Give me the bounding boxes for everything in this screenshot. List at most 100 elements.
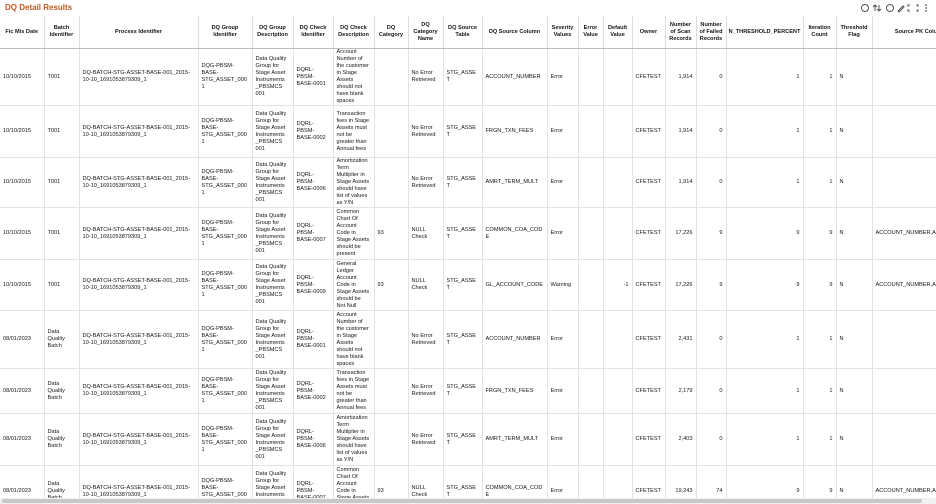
table-cell: Data Quality Group for Stage Asset Instr… — [252, 105, 294, 158]
column-header[interactable]: DQ Source Table — [443, 16, 483, 49]
table-cell: 9 — [696, 259, 727, 311]
table-cell: 9 — [696, 207, 727, 260]
table-cell: DQ-BATCH-STG-ASSET-BASE-001_2015-10-10_1… — [79, 105, 199, 158]
column-header[interactable]: Default Value — [603, 16, 633, 49]
table-cell: 0 — [696, 157, 727, 208]
table-cell — [578, 259, 604, 311]
table-cell: DQG-PBSM-BASE-STG_ASSET_0001 — [198, 259, 253, 311]
table-cell: 9 — [803, 207, 837, 260]
table-cell: DQRL-PBSM-BASE-0002 — [293, 105, 334, 158]
table-cell: DQ-BATCH-STG-ASSET-BASE-001_2015-10-10_1… — [79, 310, 199, 369]
table-cell: 1 — [726, 413, 804, 466]
table-cell: 17,226 — [665, 207, 697, 260]
table-cell: 0 — [696, 413, 727, 466]
table-cell: 1 — [803, 157, 837, 208]
table-cell: T001 — [44, 157, 80, 208]
table-cell — [872, 157, 936, 208]
table-cell — [578, 368, 604, 414]
table-cell: STG_ASSET — [443, 368, 483, 414]
table-row[interactable]: 10/10/2015 T001 DQ-BATCH-STG-ASSET-BASE-00… — [0, 207, 936, 260]
table-cell: Error — [547, 413, 579, 466]
table-cell: No Error Retrieved — [408, 105, 444, 158]
column-header[interactable]: DQ Group Description — [252, 16, 294, 49]
table-cell: CFETEST — [632, 413, 666, 466]
table-row[interactable]: 10/10/2015 T001 DQ-BATCH-STG-ASSET-BASE-00… — [0, 48, 936, 106]
table-cell: DQRL-PBSM-BASE-0006 — [293, 413, 334, 466]
table-cell: Data Quality Group for Stage Asset Instr… — [252, 207, 294, 260]
expand-icon[interactable] — [907, 4, 919, 12]
column-header[interactable]: Number of Scan Records — [665, 16, 697, 49]
table-cell — [578, 310, 604, 369]
table-cell: Data Quality Group for Stage Asset Instr… — [252, 368, 294, 414]
table-cell: Error — [547, 207, 579, 260]
table-cell — [603, 465, 633, 498]
table-row[interactable]: 08/01/2023 Data Quality Batch DQ-BATCH-STG… — [0, 465, 936, 498]
table-cell: 0 — [696, 368, 727, 414]
table-cell: Error — [547, 368, 579, 414]
table-cell: 19,243 — [665, 465, 697, 498]
column-header[interactable]: Number of Failed Records — [696, 16, 727, 49]
column-header[interactable]: Process Identifier — [79, 16, 199, 49]
table-cell: No Error Retrieved — [408, 368, 444, 414]
table-cell: DQRL-PBSM-BASE-0001 — [293, 310, 334, 369]
table-cell — [578, 48, 604, 106]
table-cell: DQRL-PBSM-BASE-0002 — [293, 368, 334, 414]
table-cell — [374, 368, 409, 414]
scroll-thumb[interactable] — [2, 499, 922, 503]
table-cell — [872, 48, 936, 106]
table-cell: STG_ASSET — [443, 259, 483, 311]
table-row[interactable]: 10/10/2015 T001 DQ-BATCH-STG-ASSET-BASE-00… — [0, 157, 936, 208]
globe-icon[interactable] — [886, 4, 894, 12]
column-header[interactable]: DQ Check Description — [333, 16, 375, 49]
column-header[interactable]: Threshold Flag — [836, 16, 873, 49]
column-header[interactable]: DQ Category Name — [408, 16, 444, 49]
column-header[interactable]: Owner — [632, 16, 666, 49]
table-cell — [374, 48, 409, 106]
column-header[interactable]: N_THRESHOLD_PERCENT — [726, 16, 804, 49]
table-row[interactable]: 08/01/2023 Data Quality Batch DQ-BATCH-STG… — [0, 310, 936, 369]
column-header[interactable]: Source PK Colu — [872, 16, 936, 49]
table-cell: Error — [547, 105, 579, 158]
column-header[interactable]: Error Value — [578, 16, 604, 49]
table-cell: 9 — [726, 207, 804, 260]
table-cell: ACCOUNT_NUMBER — [482, 310, 548, 369]
table-row[interactable]: 10/10/2015 T001 DQ-BATCH-STG-ASSET-BASE-00… — [0, 259, 936, 311]
column-header[interactable]: DQ Check Identifier — [293, 16, 334, 49]
column-header[interactable]: DQ Group Identifier — [198, 16, 253, 49]
table-cell: DQ-BATCH-STG-ASSET-BASE-001_2015-10-10_1… — [79, 465, 199, 498]
table-cell: Error — [547, 48, 579, 106]
table-cell: N — [836, 105, 873, 158]
table-cell: 1 — [726, 368, 804, 414]
column-header[interactable]: DQ Source Column — [482, 16, 548, 49]
column-header[interactable]: Severity Values — [547, 16, 579, 49]
table-row[interactable]: 08/01/2023 Data Quality Batch DQ-BATCH-STG… — [0, 368, 936, 414]
table-cell: NULL Check — [408, 207, 444, 260]
table-cell: 2,403 — [665, 413, 697, 466]
table-cell: 1 — [726, 48, 804, 106]
table-cell: 1,914 — [665, 157, 697, 208]
table-row[interactable]: 10/10/2015 T001 DQ-BATCH-STG-ASSET-BASE-00… — [0, 105, 936, 158]
table-cell: Data Quality Group for Stage Asset Instr… — [252, 157, 294, 208]
table-cell: Data Quality Batch — [44, 465, 80, 498]
table-cell — [374, 413, 409, 466]
table-cell: 2,431 — [665, 310, 697, 369]
sort-icon[interactable] — [872, 4, 882, 12]
edit-icon[interactable] — [897, 5, 905, 13]
table-cell: T001 — [44, 105, 80, 158]
table-cell: NULL Check — [408, 465, 444, 498]
column-header[interactable]: Fic Mis Date — [0, 16, 45, 49]
table-cell: 1 — [803, 48, 837, 106]
horizontal-scrollbar[interactable] — [0, 498, 936, 504]
table-row[interactable]: 08/01/2023 Data Quality Batch DQ-BATCH-STG… — [0, 413, 936, 466]
table-cell: No Error Retrieved — [408, 157, 444, 208]
column-header[interactable]: Iteration Count — [803, 16, 837, 49]
table-cell: -1 — [603, 259, 633, 311]
column-header[interactable]: DQ Category — [374, 16, 409, 49]
column-header[interactable]: Batch Identifier — [44, 16, 80, 49]
table-cell: Warning — [547, 259, 579, 311]
table-cell: CFETEST — [632, 207, 666, 260]
settings-icon[interactable] — [861, 4, 869, 12]
table-cell — [603, 207, 633, 260]
table-cell: STG_ASSET — [443, 105, 483, 158]
